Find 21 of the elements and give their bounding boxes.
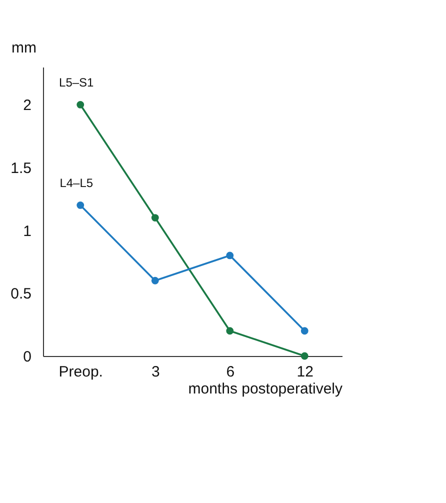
point bbox=[226, 252, 234, 260]
point bbox=[300, 352, 308, 360]
x-tick-label: 12 bbox=[296, 364, 314, 380]
x-tick-label: Preop. bbox=[58, 364, 103, 380]
y-tick-label: 0 bbox=[23, 348, 32, 366]
x-tick-label: 3 bbox=[151, 364, 160, 380]
series-label: L4–L5 bbox=[60, 176, 94, 190]
point bbox=[151, 276, 159, 284]
point bbox=[76, 100, 84, 108]
x-tick-label: 6 bbox=[226, 364, 235, 380]
point bbox=[226, 327, 234, 335]
y-tick-label: 0.5 bbox=[10, 286, 32, 303]
y-axis-title: mm bbox=[12, 40, 36, 56]
y-tick-label: 1 bbox=[23, 222, 32, 240]
point bbox=[151, 214, 159, 222]
point bbox=[76, 202, 84, 209]
point bbox=[300, 327, 308, 335]
y-tick-label: 2 bbox=[23, 97, 32, 114]
series-label: L5–S1 bbox=[59, 76, 94, 90]
y-tick-label: 1.5 bbox=[10, 160, 32, 178]
x-axis-title: months postoperatively bbox=[188, 380, 343, 398]
